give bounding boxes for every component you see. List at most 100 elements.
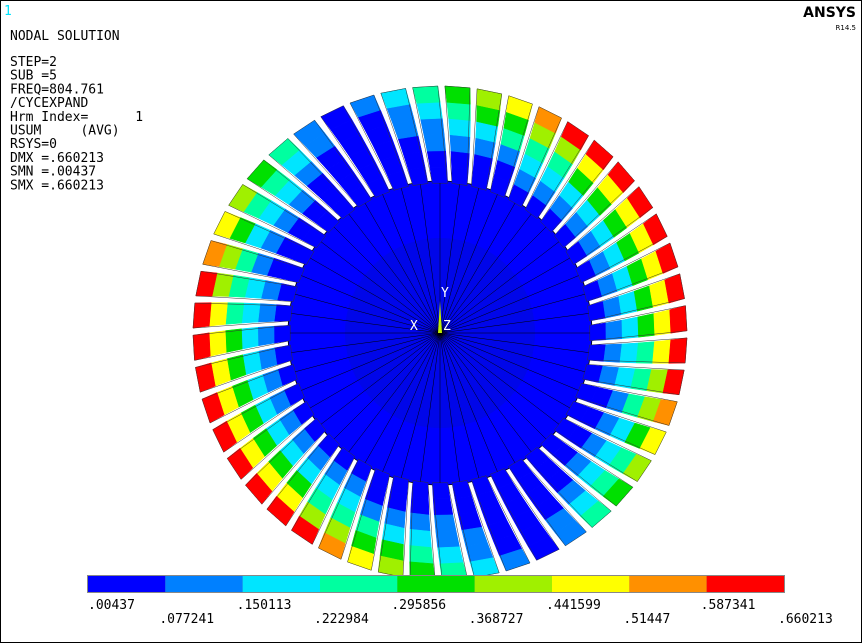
hub-spoke [291, 332, 441, 353]
blade-outline [266, 433, 340, 527]
hub-spoke [439, 332, 532, 453]
blade-outline [268, 138, 356, 220]
blade-outline [195, 270, 298, 302]
blade-band [209, 302, 228, 327]
blade-band [635, 341, 655, 364]
hub-spoke [439, 332, 560, 425]
blade-band [273, 304, 293, 322]
blade-outline [575, 383, 678, 426]
blade-outline [246, 159, 340, 233]
blade-band [637, 313, 655, 338]
hub-spoke [348, 332, 441, 453]
blade-band [434, 514, 457, 532]
blade-band [432, 482, 451, 500]
blade-outline [212, 382, 305, 453]
blade-band [446, 102, 471, 121]
blade-outline [553, 417, 652, 482]
info-line: SMN =.00437 [10, 165, 96, 180]
info-line: FREQ=804.761 [10, 82, 104, 97]
info-line: RSYS=0 [10, 137, 57, 152]
blade-band [589, 322, 607, 341]
blade-band [448, 118, 471, 138]
blade-outline [587, 273, 685, 322]
hub-spoke [320, 241, 441, 334]
blade-outline [490, 95, 533, 198]
hub-spoke [364, 332, 441, 464]
legend-swatch [397, 576, 475, 592]
blade-band [451, 166, 469, 186]
blade-band [208, 330, 227, 357]
blade-band [429, 166, 448, 184]
blade-band [410, 496, 430, 516]
blade-band [241, 302, 261, 324]
hub-spoke [400, 188, 441, 334]
blade-band [412, 85, 441, 104]
blade-outline [444, 85, 471, 186]
hub-spoke [439, 332, 571, 409]
blade-outline [507, 458, 587, 547]
legend-label: .660213 [778, 612, 833, 627]
blade-outline [582, 364, 685, 396]
blade-outline [412, 85, 448, 184]
model: Y X Z [192, 85, 688, 581]
blade-band [619, 342, 639, 364]
blade-outline [565, 186, 654, 266]
legend-label: .295856 [391, 598, 446, 613]
legend-swatch [165, 576, 243, 592]
blade-outline [540, 139, 614, 233]
hub-spoke [439, 194, 498, 334]
plot-title: NODAL SOLUTION [10, 29, 120, 44]
blade-band [449, 134, 471, 154]
hub-spoke [420, 184, 441, 334]
blade-outline [553, 161, 635, 249]
blade-band [416, 101, 443, 120]
blade-band [653, 309, 672, 336]
info-line: USUM (AVG) [10, 124, 120, 139]
blade-outline [195, 344, 293, 393]
blade-band [444, 85, 471, 105]
info-line: SUB =5 [10, 69, 57, 84]
info-line: /CYCEXPAND [10, 96, 88, 111]
viewport-number: 1 [4, 4, 12, 19]
legend: .00437 .077241 .150113 .222984 .295856 .36872… [87, 575, 833, 627]
blade-outline [293, 119, 373, 208]
legend-swatch [706, 576, 784, 592]
blade-band [605, 319, 623, 341]
hub-spoke [439, 213, 532, 334]
blade-band [437, 546, 464, 565]
blade-band [426, 150, 448, 168]
hub-spoke [439, 332, 480, 478]
hub-spoke [439, 332, 516, 464]
legend-swatch [242, 576, 320, 592]
hub-spoke [295, 293, 441, 334]
hub-spoke [439, 226, 547, 334]
hub-spoke [400, 332, 441, 478]
hub-spoke [439, 241, 560, 334]
blade-outline [589, 305, 688, 341]
hub-spoke [382, 194, 441, 334]
blade-band [273, 325, 291, 344]
blade-band [450, 150, 470, 170]
legend-swatch [474, 576, 552, 592]
blade-band [432, 498, 454, 516]
blade-outline [349, 94, 409, 191]
hub-spoke [439, 188, 480, 334]
blade-outline [471, 88, 503, 191]
blade-band [192, 332, 211, 361]
legend-swatch [320, 576, 398, 592]
blade-outline [575, 213, 668, 284]
info-line: Hrm Index= 1 [10, 110, 143, 125]
hub-spoke [439, 275, 579, 334]
info-line: DMX =.660213 [10, 151, 104, 166]
blade-outline [524, 446, 612, 528]
blade-band [225, 302, 245, 325]
legend-swatch [629, 576, 707, 592]
blade-band [587, 344, 607, 362]
legend-swatch [552, 576, 630, 592]
blade-outline [226, 400, 315, 480]
brand: ANSYS [803, 5, 856, 21]
blade-outline [507, 106, 562, 208]
legend-label: .51447 [623, 612, 670, 627]
